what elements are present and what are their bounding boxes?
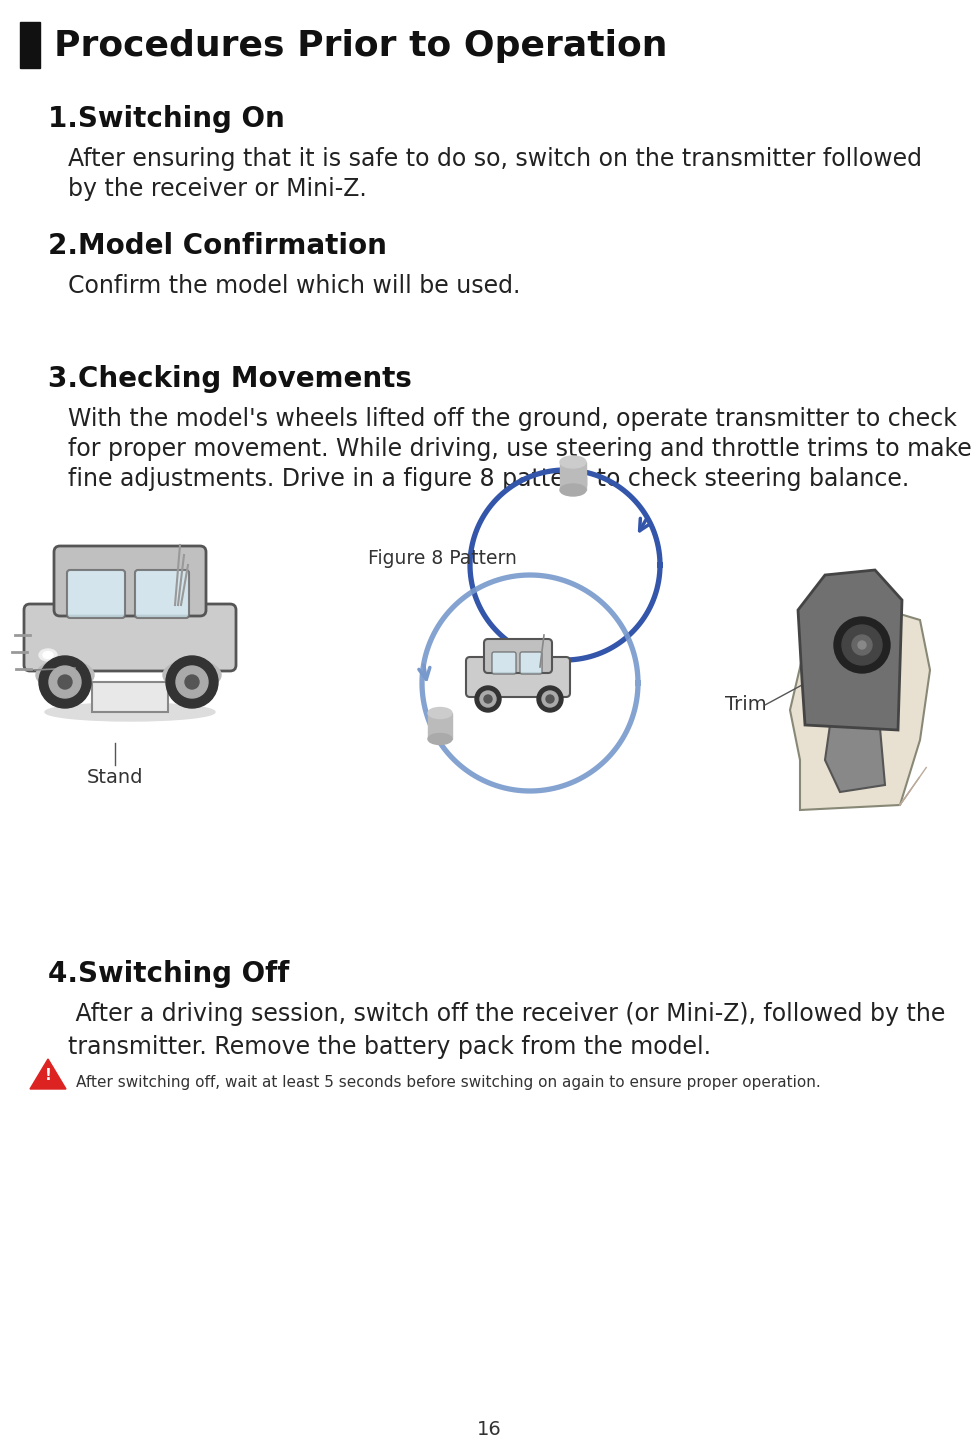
Circle shape [484,695,491,704]
Ellipse shape [428,734,451,744]
Circle shape [536,686,563,712]
Text: 3.Checking Movements: 3.Checking Movements [48,366,411,393]
FancyBboxPatch shape [520,652,541,673]
Ellipse shape [560,484,585,496]
Text: 4.Switching Off: 4.Switching Off [48,959,289,988]
Circle shape [166,656,218,708]
Text: by the receiver or Mini-Z.: by the receiver or Mini-Z. [68,176,366,201]
Bar [560,462,585,490]
FancyBboxPatch shape [92,682,168,712]
Text: After switching off, wait at least 5 seconds before switching on again to ensure: After switching off, wait at least 5 sec… [76,1075,820,1090]
FancyBboxPatch shape [54,546,206,616]
FancyBboxPatch shape [24,604,235,670]
Text: After a driving session, switch off the receiver (or Mini-Z), followed by the: After a driving session, switch off the … [68,1001,945,1026]
Circle shape [545,695,553,704]
Circle shape [185,675,198,689]
Circle shape [49,666,81,698]
Polygon shape [797,569,901,730]
Circle shape [39,656,91,708]
Circle shape [176,666,208,698]
Ellipse shape [45,704,215,721]
Text: With the model's wheels lifted off the ground, operate transmitter to check: With the model's wheels lifted off the g… [68,407,956,431]
Circle shape [851,634,871,655]
Bar [20,22,40,68]
Bar [428,712,451,738]
Circle shape [475,686,500,712]
Text: transmitter. Remove the battery pack from the model.: transmitter. Remove the battery pack fro… [68,1035,710,1059]
Circle shape [58,675,72,689]
Ellipse shape [428,708,451,718]
Text: 2.Model Confirmation: 2.Model Confirmation [48,233,387,260]
Circle shape [841,626,881,665]
Circle shape [833,617,889,673]
Text: 16: 16 [476,1420,501,1439]
Ellipse shape [163,660,221,691]
Text: fine adjustments. Drive in a figure 8 pattern to check steering balance.: fine adjustments. Drive in a figure 8 pa… [68,467,909,491]
Text: 1.Switching On: 1.Switching On [48,105,284,133]
FancyBboxPatch shape [484,639,551,673]
Text: for proper movement. While driving, use steering and throttle trims to make: for proper movement. While driving, use … [68,436,971,461]
Polygon shape [825,725,884,792]
Ellipse shape [43,652,53,659]
Circle shape [480,691,495,707]
FancyBboxPatch shape [465,657,570,696]
Ellipse shape [560,457,585,468]
Text: After ensuring that it is safe to do so, switch on the transmitter followed: After ensuring that it is safe to do so,… [68,147,921,171]
Text: Trim: Trim [724,695,766,714]
Circle shape [857,642,865,649]
Text: !: ! [45,1068,52,1082]
Polygon shape [789,605,929,811]
Polygon shape [30,1059,65,1090]
FancyBboxPatch shape [67,569,125,618]
Text: Stand: Stand [87,767,143,788]
Ellipse shape [36,660,94,691]
Text: Figure 8 Pattern: Figure 8 Pattern [367,549,517,568]
Text: Procedures Prior to Operation: Procedures Prior to Operation [54,29,667,64]
Ellipse shape [39,649,57,660]
FancyBboxPatch shape [135,569,189,618]
Text: Confirm the model which will be used.: Confirm the model which will be used. [68,275,520,298]
Circle shape [541,691,558,707]
FancyBboxPatch shape [491,652,516,673]
